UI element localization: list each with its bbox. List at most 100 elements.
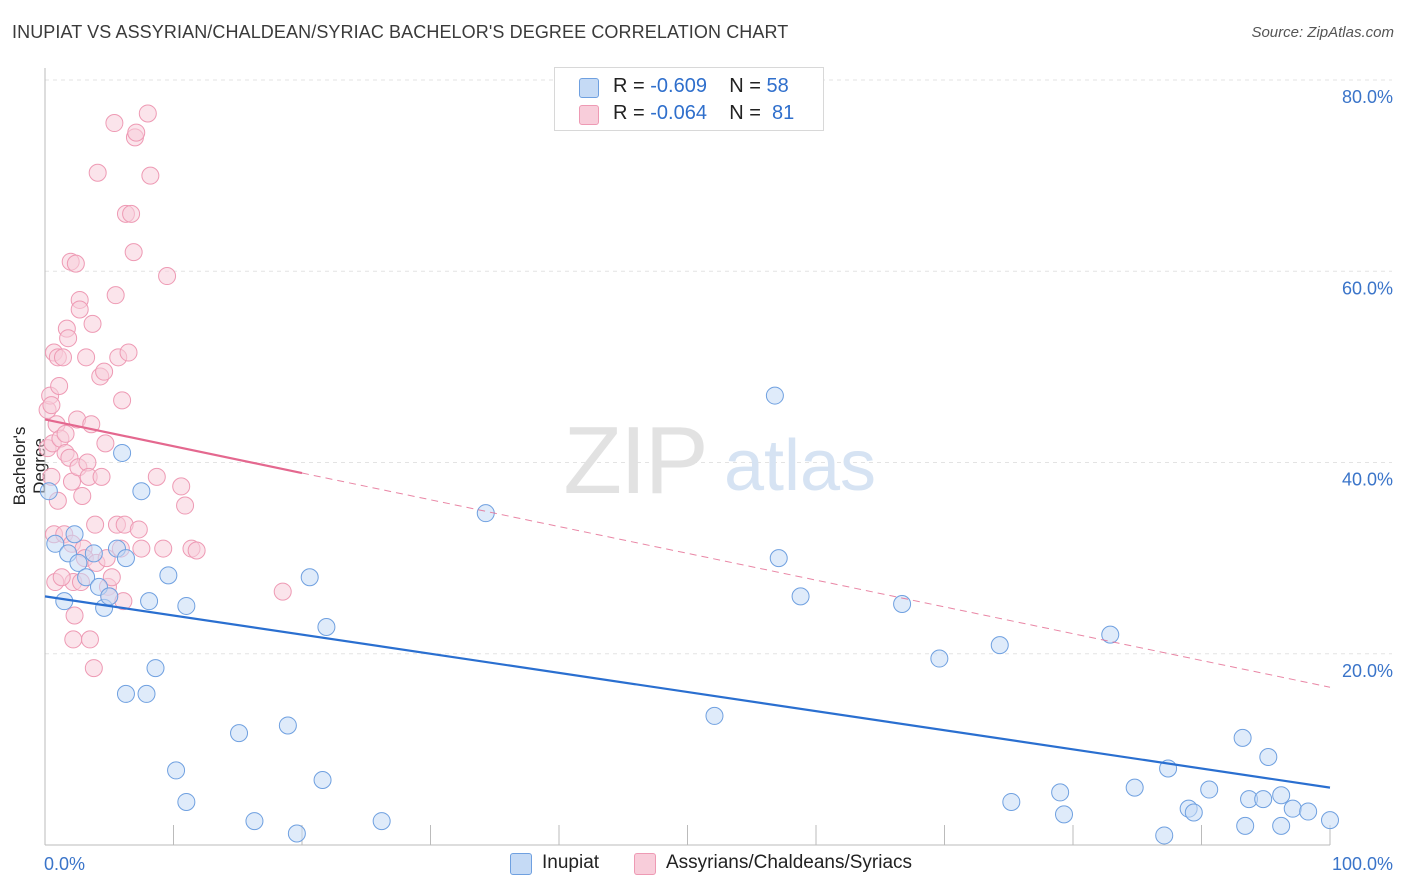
legend-swatch-inupiat bbox=[579, 78, 599, 98]
inupiat-point bbox=[69, 553, 88, 572]
assyrians-point bbox=[66, 254, 85, 273]
legend-r-label: R = bbox=[613, 102, 645, 124]
assyrians-point bbox=[122, 204, 141, 223]
inupiat-point bbox=[245, 812, 264, 831]
inupiat-point bbox=[372, 812, 391, 831]
inupiat-point bbox=[159, 566, 178, 585]
y-tick-label: 60.0% bbox=[1342, 278, 1393, 298]
inupiat-point bbox=[1299, 802, 1318, 821]
inupiat-point bbox=[313, 770, 332, 789]
assyrians-point bbox=[56, 424, 75, 443]
inupiat-point bbox=[287, 824, 306, 843]
assyrians-point bbox=[132, 539, 151, 558]
trend-lines bbox=[44, 418, 1331, 789]
inupiat-point bbox=[137, 684, 156, 703]
assyrians-point bbox=[70, 300, 89, 319]
inupiat-point bbox=[476, 504, 495, 523]
assyrians-point bbox=[176, 496, 195, 515]
inupiat-trend-line bbox=[44, 595, 1331, 789]
inupiat-point bbox=[140, 592, 159, 611]
watermark-zip: ZIP bbox=[563, 407, 706, 514]
inupiat-point bbox=[765, 386, 784, 405]
inupiat-point bbox=[46, 534, 65, 553]
inupiat-point bbox=[1055, 805, 1074, 824]
assyrians-point bbox=[42, 396, 61, 415]
inupiat-point bbox=[1272, 816, 1291, 835]
inupiat-point bbox=[300, 568, 319, 587]
assyrians-point bbox=[64, 630, 83, 649]
x-tick-label-min: 0.0% bbox=[44, 854, 85, 874]
inupiat-point bbox=[167, 761, 186, 780]
legend-n-label: N = bbox=[729, 102, 761, 124]
series-swatch-inupiat bbox=[510, 853, 532, 875]
assyrians-point bbox=[86, 515, 105, 534]
legend-r-value-inupiat: -0.609 bbox=[650, 75, 707, 97]
inupiat-point bbox=[1259, 748, 1278, 767]
legend-n-value-assyrians: 81 bbox=[772, 102, 795, 124]
inupiat-point bbox=[1125, 778, 1144, 797]
inupiat-point bbox=[100, 587, 119, 606]
watermark: ZIP atlas bbox=[563, 407, 876, 514]
inupiat-point bbox=[177, 792, 196, 811]
legend-n-value-inupiat: 58 bbox=[766, 75, 789, 97]
assyrians-point bbox=[154, 539, 173, 558]
y-tick-label: 40.0% bbox=[1342, 470, 1393, 490]
assyrians-point bbox=[113, 391, 132, 410]
assyrians-point bbox=[129, 520, 148, 539]
assyrians-point bbox=[52, 568, 71, 587]
stats-legend: R = -0.609 N = 58 R = -0.064 N = 81 bbox=[554, 67, 824, 131]
inupiat-point bbox=[84, 544, 103, 563]
inupiat-point bbox=[1184, 803, 1203, 822]
assyrians-point bbox=[96, 434, 115, 453]
inupiat-point bbox=[230, 724, 249, 743]
assyrians-point bbox=[53, 348, 72, 367]
series-swatch-assyrians bbox=[634, 853, 656, 875]
assyrians-point bbox=[77, 348, 96, 367]
assyrians-point bbox=[88, 163, 107, 182]
assyrians-point bbox=[59, 329, 78, 348]
assyrians-trend-line-solid bbox=[44, 418, 303, 475]
assyrians-point bbox=[172, 477, 191, 496]
inupiat-point bbox=[1283, 799, 1302, 818]
inupiat-point bbox=[39, 482, 58, 501]
inupiat-point bbox=[1236, 816, 1255, 835]
inupiat-point bbox=[769, 549, 788, 568]
assyrians-point bbox=[147, 467, 166, 486]
inupiat-point bbox=[317, 617, 336, 636]
inupiat-point bbox=[116, 549, 135, 568]
assyrians-point bbox=[80, 630, 99, 649]
inupiat-point bbox=[990, 636, 1009, 655]
legend-r-value-assyrians: -0.064 bbox=[650, 102, 707, 124]
legend-r-label: R = bbox=[613, 75, 645, 97]
series-assyrians-points bbox=[38, 104, 292, 678]
inupiat-point bbox=[1233, 728, 1252, 747]
inupiat-point bbox=[1254, 790, 1273, 809]
assyrians-point bbox=[124, 243, 143, 262]
series-name-assyrians: Assyrians/Chaldeans/Syriacs bbox=[666, 852, 913, 873]
inupiat-point bbox=[65, 525, 84, 544]
series-legend: Inupiat Assyrians/Chaldeans/Syriacs bbox=[0, 852, 1406, 878]
y-tick-label: 80.0% bbox=[1342, 87, 1393, 107]
inupiat-point bbox=[113, 443, 132, 462]
gridlines bbox=[45, 79, 1392, 655]
assyrians-point bbox=[95, 362, 114, 381]
watermark-atlas: atlas bbox=[724, 426, 876, 506]
assyrians-point bbox=[65, 606, 84, 625]
assyrians-point bbox=[187, 541, 206, 560]
assyrians-point bbox=[273, 582, 292, 601]
inupiat-point bbox=[893, 595, 912, 614]
inupiat-point bbox=[1272, 786, 1291, 805]
assyrians-point bbox=[84, 659, 103, 678]
inupiat-point bbox=[132, 482, 151, 501]
assyrians-point bbox=[158, 267, 177, 286]
y-tick-labels: 20.0% 40.0% 60.0% 80.0% bbox=[1342, 87, 1393, 681]
inupiat-point bbox=[930, 649, 949, 668]
assyrians-point bbox=[106, 286, 125, 305]
inupiat-point bbox=[1002, 792, 1021, 811]
inupiat-point bbox=[116, 684, 135, 703]
legend-swatch-assyrians bbox=[579, 105, 599, 125]
chart-source: Source: ZipAtlas.com bbox=[1251, 24, 1394, 41]
series-name-inupiat: Inupiat bbox=[542, 852, 600, 873]
y-tick-label: 20.0% bbox=[1342, 661, 1393, 681]
